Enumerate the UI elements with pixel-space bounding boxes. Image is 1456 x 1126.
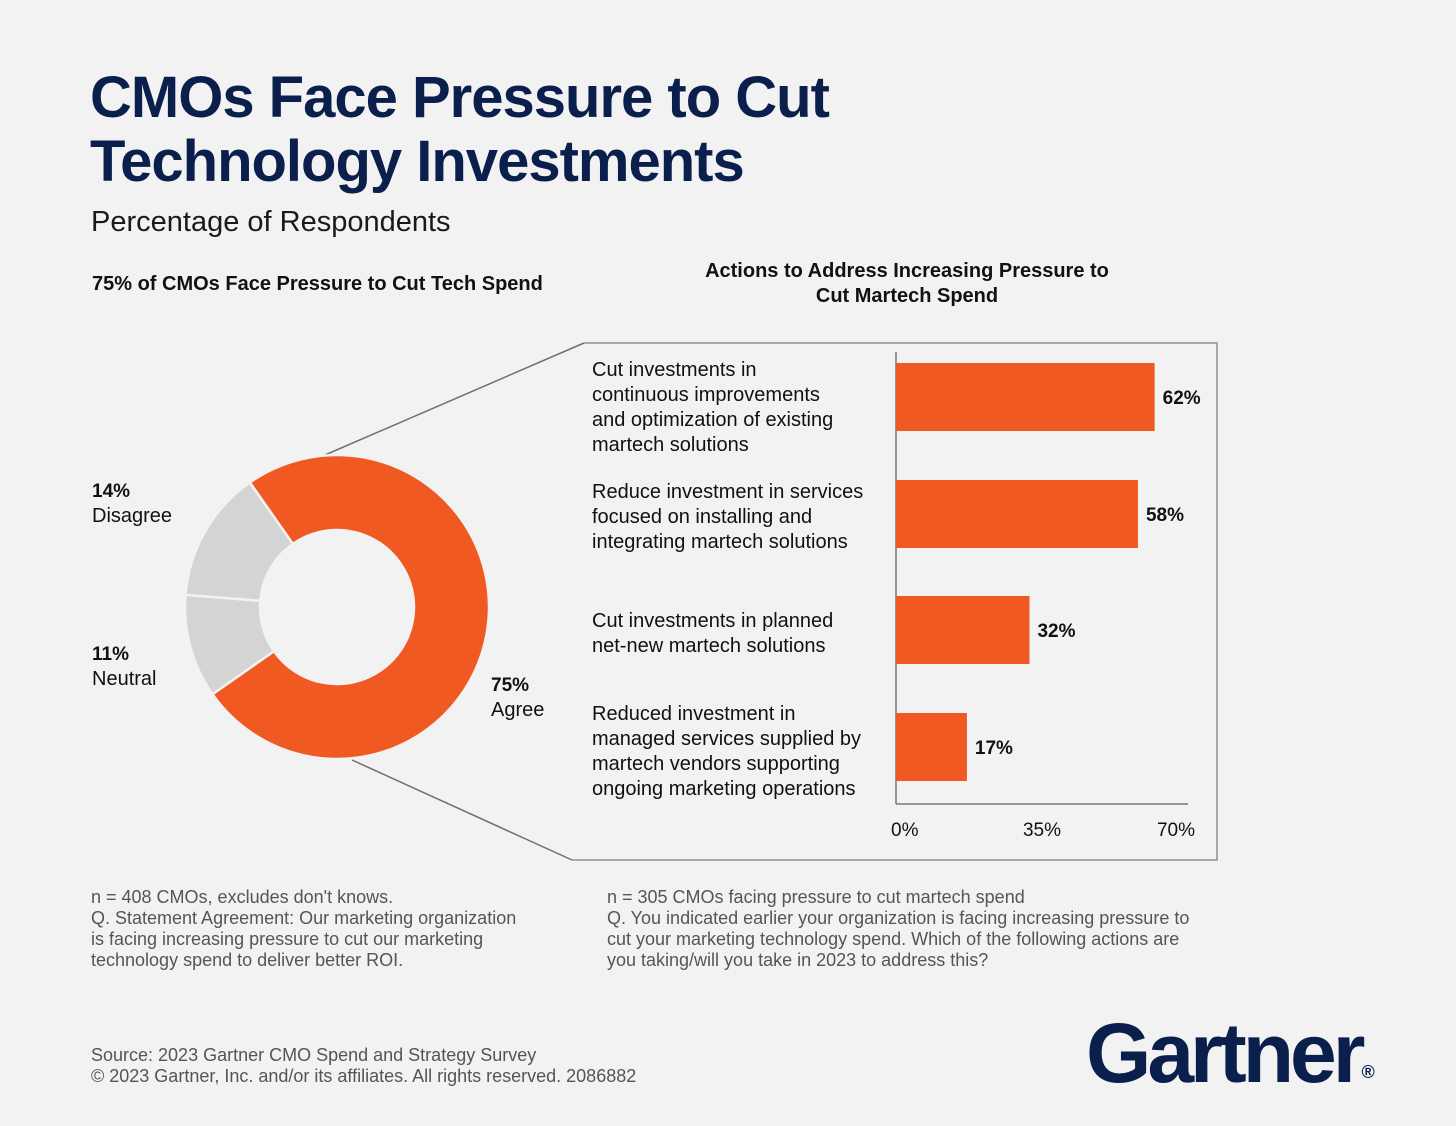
bar (896, 713, 967, 781)
zoom-connector-bottom (351, 759, 573, 861)
right-footnote: n = 305 CMOs facing pressure to cut mart… (607, 887, 1227, 971)
registered-mark: ® (1361, 1062, 1375, 1082)
footnote-line: technology spend to deliver better ROI. (91, 950, 404, 970)
bar (896, 596, 1030, 664)
donut-chart-heading: 75% of CMOs Face Pressure to Cut Tech Sp… (92, 273, 543, 295)
x-tick-label: 70% (1157, 820, 1195, 841)
donut-name-label: Neutral (92, 668, 156, 690)
bar-category-label: Cut investments in continuous improvement… (592, 359, 833, 456)
bar (896, 363, 1155, 431)
donut-pct-label: 75% (491, 675, 529, 696)
donut-name-label: Disagree (92, 505, 172, 527)
donut-name-label: Agree (491, 699, 544, 721)
footnote-line: is facing increasing pressure to cut our… (91, 929, 484, 949)
x-tick-label: 35% (1023, 820, 1061, 841)
footnote-line: Q. Statement Agreement: Our marketing or… (91, 908, 517, 928)
donut-slice-agree (210, 453, 491, 761)
donut-pct-label: 14% (92, 481, 130, 502)
left-footnote: n = 408 CMOs, excludes don't knows. Q. S… (91, 887, 561, 971)
source-line: Source: 2023 Gartner CMO Spend and Strat… (91, 1045, 537, 1065)
bar-category-label: Cut investments in planned net-new martec… (592, 610, 833, 657)
donut-slice-disagree (184, 480, 295, 603)
donut-pct-label: 11% (92, 644, 129, 665)
footnote-line: n = 305 CMOs facing pressure to cut mart… (607, 887, 1025, 907)
gartner-logo: Gartner® (1086, 1003, 1375, 1126)
detail-box (572, 342, 1218, 861)
page-title: CMOs Face Pressure to Cut Technology Inv… (90, 66, 990, 194)
source-note: Source: 2023 Gartner CMO Spend and Strat… (91, 1045, 636, 1087)
logo-text: Gartner (1086, 1006, 1365, 1100)
copyright-line: © 2023 Gartner, Inc. and/or its affiliat… (91, 1066, 637, 1086)
footnote-line: cut your marketing technology spend. Whi… (607, 929, 1180, 949)
zoom-connector-top (324, 342, 585, 456)
bar-category-label: Reduce investment in services focused on … (592, 481, 863, 553)
bar-value-label: 32% (1037, 621, 1075, 642)
subtitle: Percentage of Respondents (91, 206, 451, 238)
title-line-1: CMOs Face Pressure to Cut (90, 65, 830, 130)
footnote-line: n = 408 CMOs, excludes don't knows. (91, 887, 394, 907)
bar-value-label: 62% (1163, 388, 1201, 409)
footnote-line: you taking/will you take in 2023 to addr… (607, 950, 989, 970)
bar-value-label: 58% (1146, 505, 1184, 526)
x-tick-label: 0% (891, 820, 919, 841)
footnote-line: Q. You indicated earlier your organizati… (607, 908, 1190, 928)
title-line-2: Technology Investments (90, 129, 745, 194)
bar-category-label: Reduced investment in managed services su… (592, 703, 861, 800)
bar-value-label: 17% (975, 738, 1013, 759)
bar-chart-heading: Actions to Address Increasing Pressure t… (705, 260, 1109, 307)
bar (896, 480, 1138, 548)
